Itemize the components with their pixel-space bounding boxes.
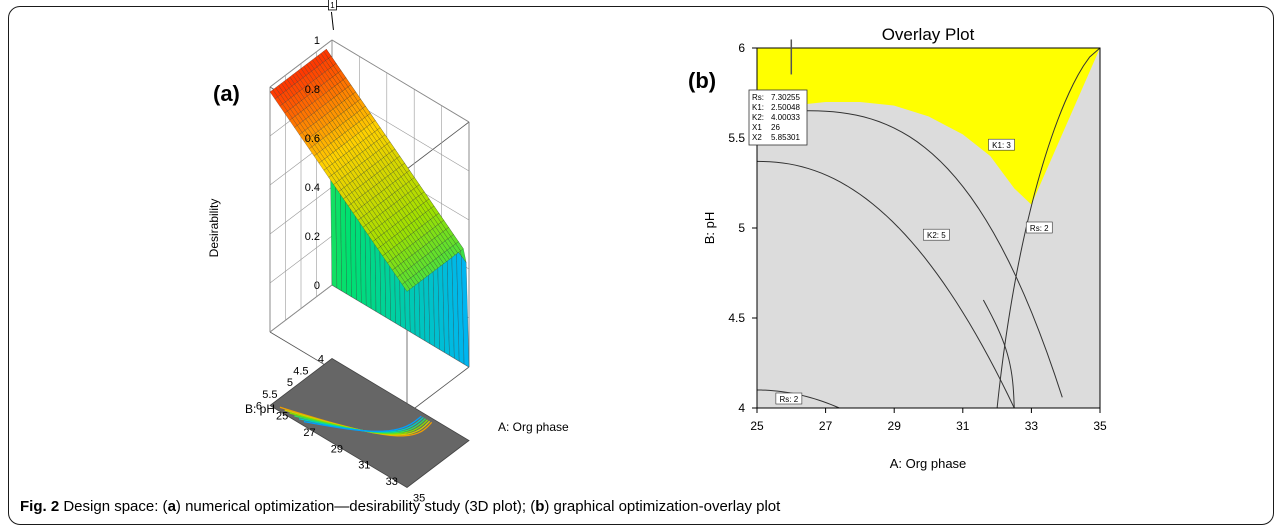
desirability-surface — [269, 48, 470, 368]
caption-part: Design space: ( — [59, 498, 168, 515]
x-tick-label: 27 — [819, 419, 833, 433]
box-edge — [406, 366, 470, 415]
axis-ticks: 0 0.2 0.4 0.6 0.8 1 25 27 29 31 33 35 4 4.55 5.56 — [256, 35, 425, 505]
contour-label: Rs: 2 — [780, 395, 799, 404]
x-tick-label: 31 — [956, 419, 970, 433]
caption-part: a — [167, 498, 176, 515]
y-tick-label: 4 — [318, 354, 324, 366]
feasible-region — [757, 48, 1100, 205]
caption-part: b — [535, 498, 545, 515]
contour-label: K2: 5 — [927, 231, 946, 240]
y-axis-label: B: pH — [245, 402, 275, 416]
y-tick-label: 6 — [256, 401, 262, 413]
flag-key: Rs: — [752, 93, 764, 102]
surface-cell — [401, 282, 410, 292]
figure-number: Fig. 2 — [20, 498, 60, 515]
x-axis-label: A: Org phase — [890, 456, 967, 471]
contour-k2 — [757, 160, 1015, 408]
y-axis-label: B: pH — [702, 212, 717, 245]
max-flag: 1 — [328, 0, 337, 31]
y-tick-label: 6 — [738, 41, 745, 55]
flag-value: 2.50048 — [771, 103, 800, 112]
figure-frame — [8, 6, 1274, 525]
y-tick-label: 5 — [738, 221, 745, 235]
contour-label: K1: 3 — [992, 141, 1011, 150]
flag-key: X1 — [752, 123, 762, 132]
x-tick-label: 33 — [386, 476, 398, 488]
flag-value: 4.00033 — [771, 113, 800, 122]
z-tick-label: 0.2 — [305, 231, 320, 243]
floor-contour — [294, 415, 426, 434]
z-tick-label: 0.8 — [305, 84, 320, 96]
flag-box — [748, 89, 808, 146]
flag-text: 1 — [330, 1, 335, 10]
flag-pole — [330, 11, 334, 31]
chart-title: Overlay Plot — [882, 25, 975, 44]
x-tick-label: 25 — [750, 419, 764, 433]
panel-a-label: (a) — [213, 81, 240, 106]
contour-label-box — [775, 392, 803, 405]
desirability-3d-plot: 0 0.2 0.4 0.6 0.8 1 25 27 29 31 33 35 4 4.55 5.56 1 (a… — [207, 0, 569, 505]
contour-k1 — [757, 110, 1063, 398]
contour-labels: K1: 3 Rs: 2 K2: 5 Rs: 2 — [775, 138, 1053, 405]
x-tick-label: 27 — [303, 427, 315, 439]
contour-label-box — [923, 228, 950, 241]
floor-contour — [289, 412, 428, 435]
figure-caption: Fig. 2 Design space: (a) numerical optim… — [20, 498, 780, 516]
y-tick-label: 5.5 — [262, 389, 277, 401]
floor-contour — [284, 409, 431, 436]
y-tick-label: 4.5 — [293, 365, 308, 377]
caption-part: ) numerical optimization—desirability st… — [175, 498, 536, 515]
floor-plane — [269, 358, 470, 488]
flag-value: 26 — [771, 123, 780, 132]
x-tick-label: 35 — [413, 493, 425, 505]
floor-contour-plane — [269, 358, 470, 488]
z-tick-label: 0.6 — [305, 133, 320, 145]
wall-gridline — [331, 39, 470, 123]
box-edge — [406, 121, 470, 170]
x-tick-label: 25 — [276, 411, 288, 423]
flag-value: 7.30255 — [771, 93, 800, 102]
x-tick-label: 33 — [1025, 419, 1039, 433]
y-tick-label: 4.5 — [728, 311, 745, 325]
axis-ticks: 25 27 29 31 33 35 4 4.5 5 5.5 6 — [728, 41, 1107, 433]
z-tick-label: 0 — [314, 280, 320, 292]
contour-rs-loop — [982, 299, 1015, 408]
floor-contour — [279, 406, 433, 437]
optimum-flag: Rs: 7.30255 K1: 2.50048 K2: 4.00033 X1 26 X2 5.85… — [748, 39, 808, 146]
y-tick-label: 4 — [738, 401, 745, 415]
contour-label-box — [1025, 221, 1053, 234]
y-tick-label: 5 — [287, 377, 293, 389]
x-tick-label: 35 — [1093, 419, 1107, 433]
contour-label: Rs: 2 — [1030, 224, 1049, 233]
flag-key: X2 — [752, 133, 762, 142]
x-tick-label: 29 — [888, 419, 902, 433]
y-tick-label: 5.5 — [728, 131, 745, 145]
flag-key: K1: — [752, 103, 764, 112]
floor-contour — [298, 416, 424, 433]
x-tick-label: 29 — [331, 443, 343, 455]
x-tick-label: 31 — [358, 460, 370, 472]
z-tick-label: 1 — [314, 35, 320, 47]
flag-key: K2: — [752, 113, 764, 122]
z-tick-label: 0.4 — [305, 182, 320, 194]
overlay-plot: (b) Overlay Plot K1: 3 Rs: 2 K2: 5 Rs: 2 25… — [688, 25, 1107, 471]
floor-contour — [303, 415, 422, 432]
contour-label-box — [988, 138, 1015, 151]
flag-box — [328, 0, 337, 11]
z-axis-label: Desirability — [207, 199, 221, 258]
flag-value: 5.85301 — [771, 133, 800, 142]
x-axis-label: A: Org phase — [498, 420, 569, 434]
panel-b-label: (b) — [688, 68, 716, 93]
caption-part: ) graphical optimization-overlay plot — [544, 498, 781, 515]
